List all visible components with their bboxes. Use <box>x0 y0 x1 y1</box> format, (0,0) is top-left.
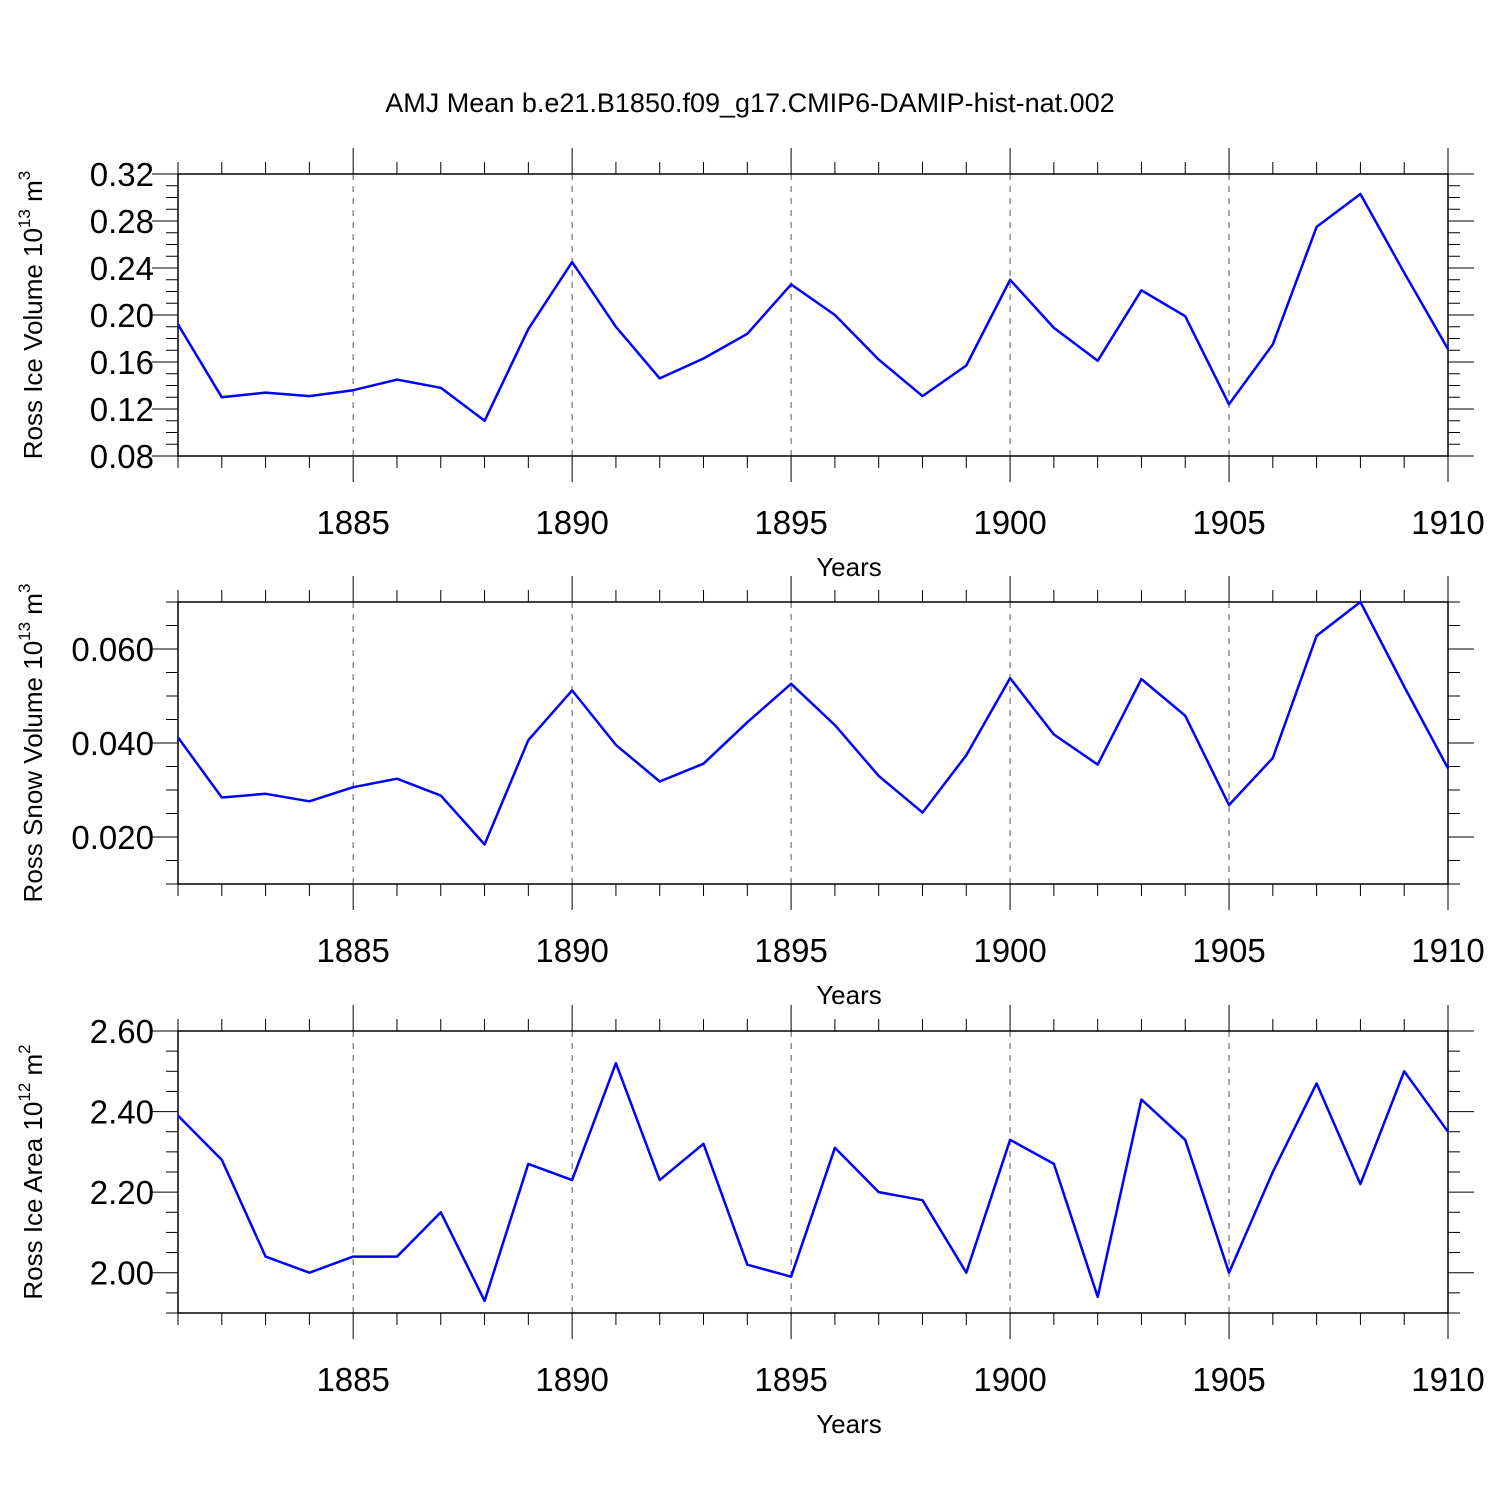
y-tick-label: 0.20 <box>90 297 154 334</box>
x-tick-label: 1900 <box>973 932 1046 969</box>
panel-1: 0.08 0.12 0.16 0.20 0.24 0.28 0.32 1885 1890 1895… <box>15 148 1485 582</box>
x-axis-title: Years <box>816 980 882 1010</box>
x-tick-label: 1885 <box>316 932 389 969</box>
x-tick-label: 1895 <box>754 932 827 969</box>
x-tick-label: 1905 <box>1192 932 1265 969</box>
y-tick-label: 2.40 <box>90 1094 154 1131</box>
series-line <box>176 192 1450 423</box>
series-line <box>177 1061 1450 1303</box>
y-axis-title: Ross Ice Area 1012 m2 <box>15 1044 48 1299</box>
y-tick-label: 0.12 <box>90 391 154 428</box>
y-axis-title: Ross Snow Volume 1013 m3 <box>15 584 48 903</box>
y-tick-label: 0.060 <box>71 631 154 668</box>
x-axis-title: Years <box>816 552 882 582</box>
x-tick-label: 1890 <box>535 932 608 969</box>
x-tick-label: 1885 <box>316 504 389 541</box>
y-tick-label: 0.020 <box>71 819 154 856</box>
y-tick-label: 2.00 <box>90 1255 154 1292</box>
y-tick-label: 0.16 <box>90 344 154 381</box>
y-tick-label: 0.28 <box>90 203 154 240</box>
x-tick-label: 1910 <box>1411 504 1484 541</box>
x-tick-label: 1895 <box>754 1361 827 1398</box>
panel-2: 0.020 0.040 0.060 1885 1890 1895 1900 1905 1910 Y… <box>15 576 1485 1010</box>
y-tick-label: 0.24 <box>90 250 154 287</box>
x-tick-label: 1905 <box>1192 1361 1265 1398</box>
x-tick-label: 1890 <box>535 504 608 541</box>
x-tick-label: 1895 <box>754 504 827 541</box>
chart-title: AMJ Mean b.e21.B1850.f09_g17.CMIP6-DAMIP… <box>385 88 1114 118</box>
x-tick-label: 1900 <box>973 1361 1046 1398</box>
panel-3: 2.00 2.20 2.40 2.60 1885 1890 1895 1900 1905 1910… <box>15 1005 1485 1439</box>
plot-frame <box>177 173 1449 457</box>
x-tick-label: 1910 <box>1411 932 1484 969</box>
y-tick-label: 2.60 <box>90 1013 154 1050</box>
x-axis-title: Years <box>816 1409 882 1439</box>
panels: 0.08 0.12 0.16 0.20 0.24 0.28 0.32 1885 1890 1895… <box>15 148 1485 1439</box>
y-tick-label: 0.32 <box>90 156 154 193</box>
x-tick-label: 1890 <box>535 1361 608 1398</box>
y-axis-title: Ross Ice Volume 1013 m3 <box>15 171 48 460</box>
y-tick-label: 0.08 <box>90 438 154 475</box>
plot-frame <box>177 601 1449 885</box>
x-tick-label: 1900 <box>973 504 1046 541</box>
x-tick-label: 1910 <box>1411 1361 1484 1398</box>
x-tick-label: 1885 <box>316 1361 389 1398</box>
y-tick-label: 0.040 <box>71 725 154 762</box>
plot-frame <box>177 1030 1449 1314</box>
x-tick-label: 1905 <box>1192 504 1265 541</box>
y-tick-label: 2.20 <box>90 1174 154 1211</box>
series-line <box>176 600 1450 846</box>
